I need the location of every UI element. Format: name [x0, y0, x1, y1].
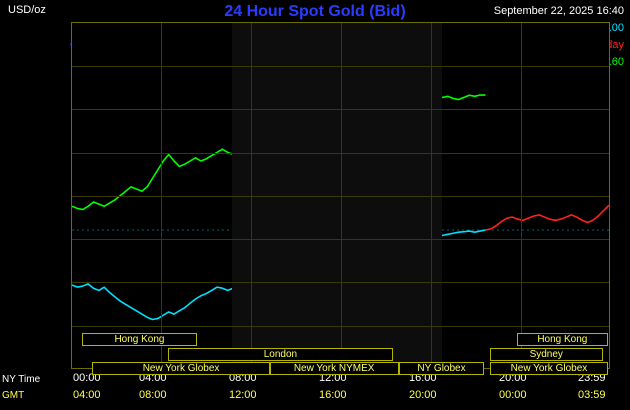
x-tick-gmt-3: 16:00: [319, 389, 347, 401]
y-axis-unit-label: USD/oz: [8, 4, 46, 16]
x-tick-gmt-5: 00:00: [499, 389, 527, 401]
x-tick-ny-6: 23:59: [578, 372, 606, 384]
session-bar-hong-kong: Hong Kong: [81, 333, 198, 346]
x-tick-ny-0: 00:00: [73, 372, 101, 384]
session-shade-1: [232, 23, 312, 368]
gmt-axis-label: GMT: [2, 390, 25, 401]
session-bar-new-york-globex: New York Globex: [489, 362, 608, 375]
x-tick-ny-3: 12:00: [319, 372, 347, 384]
x-tick-ny-5: 20:00: [499, 372, 527, 384]
session-bar-new-york-nymex: New York NYMEX: [269, 362, 399, 375]
timestamp-label: September 22, 2025 16:40: [493, 5, 624, 17]
x-tick-gmt-2: 12:00: [229, 389, 257, 401]
x-tick-ny-1: 04:00: [139, 372, 167, 384]
session-shade-2: [312, 23, 442, 368]
x-tick-gmt-1: 08:00: [139, 389, 167, 401]
plot-area: [71, 22, 610, 369]
series-line-1: [485, 204, 609, 231]
x-tick-gmt-0: 04:00: [73, 389, 101, 401]
session-bar-london: London: [167, 348, 394, 361]
x-tick-ny-4: 16:00: [409, 372, 437, 384]
x-tick-gmt-4: 20:00: [409, 389, 437, 401]
ny-time-axis-label: NY Time: [2, 374, 41, 385]
session-bar-sydney: Sydney: [489, 348, 603, 361]
x-tick-gmt-6: 03:59: [578, 389, 606, 401]
session-bar-hong-kong: Hong Kong: [516, 333, 608, 346]
session-bar-ny-globex: NY Globex: [398, 362, 485, 375]
page-title: 24 Hour Spot Gold (Bid): [224, 3, 406, 20]
session-bar-new-york-globex: New York Globex: [92, 362, 270, 375]
x-tick-ny-2: 08:00: [229, 372, 257, 384]
